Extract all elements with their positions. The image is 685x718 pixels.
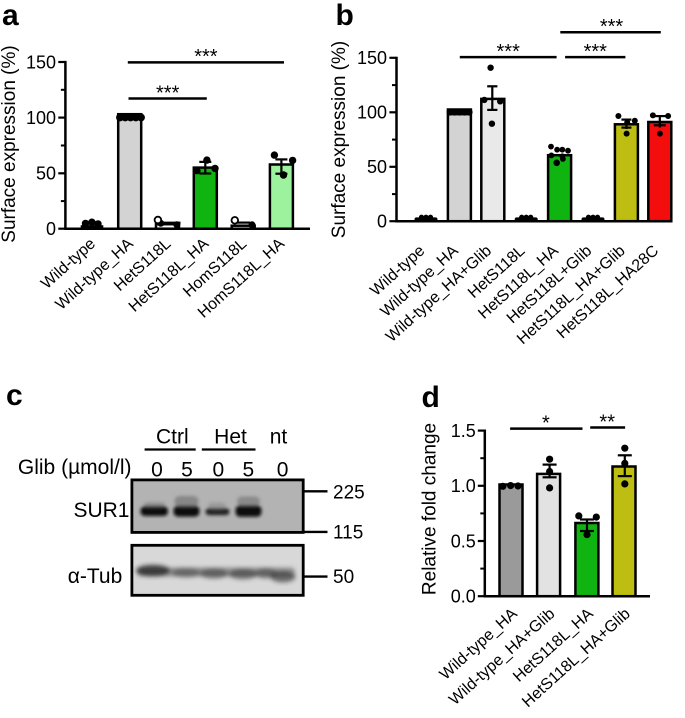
svg-text:5: 5 bbox=[242, 459, 254, 482]
svg-text:5: 5 bbox=[181, 459, 193, 482]
svg-text:a: a bbox=[2, 0, 19, 32]
svg-text:SUR1: SUR1 bbox=[73, 499, 129, 522]
svg-text:0.5: 0.5 bbox=[451, 531, 476, 551]
svg-text:***: *** bbox=[194, 46, 218, 68]
svg-text:50: 50 bbox=[36, 164, 56, 184]
svg-text:***: *** bbox=[584, 41, 608, 63]
svg-text:115: 115 bbox=[333, 523, 363, 544]
svg-text:***: *** bbox=[600, 16, 624, 38]
svg-text:Relative fold change: Relative fold change bbox=[420, 423, 441, 595]
svg-text:150: 150 bbox=[26, 52, 56, 72]
svg-text:1.5: 1.5 bbox=[451, 421, 476, 441]
svg-text:d: d bbox=[422, 381, 440, 414]
svg-text:**: ** bbox=[599, 411, 615, 433]
svg-text:*: * bbox=[542, 412, 550, 434]
svg-text:225: 225 bbox=[333, 482, 365, 503]
svg-text:100: 100 bbox=[357, 103, 387, 123]
svg-text:0: 0 bbox=[151, 459, 163, 482]
svg-text:Surface expression (%): Surface expression (%) bbox=[329, 41, 350, 238]
svg-text:0: 0 bbox=[212, 459, 224, 482]
svg-text:α-Tub: α-Tub bbox=[68, 565, 123, 588]
svg-text:50: 50 bbox=[367, 157, 387, 177]
svg-text:c: c bbox=[6, 379, 23, 412]
svg-text:0.0: 0.0 bbox=[451, 587, 476, 607]
svg-text:0: 0 bbox=[377, 212, 387, 232]
svg-text:150: 150 bbox=[357, 48, 387, 68]
svg-text:nt: nt bbox=[270, 426, 288, 449]
svg-text:100: 100 bbox=[26, 108, 56, 128]
svg-text:b: b bbox=[336, 0, 354, 32]
svg-text:***: *** bbox=[156, 82, 180, 104]
svg-text:1.0: 1.0 bbox=[451, 476, 476, 496]
svg-text:Het: Het bbox=[214, 426, 247, 449]
svg-text:0: 0 bbox=[277, 459, 289, 482]
svg-text:Glib (µmol/l): Glib (µmol/l) bbox=[18, 456, 132, 479]
svg-text:50: 50 bbox=[333, 567, 354, 588]
svg-text:Surface expression (%): Surface expression (%) bbox=[0, 45, 20, 242]
svg-text:***: *** bbox=[497, 41, 521, 63]
svg-text:Ctrl: Ctrl bbox=[156, 426, 189, 449]
svg-text:0: 0 bbox=[46, 219, 56, 239]
